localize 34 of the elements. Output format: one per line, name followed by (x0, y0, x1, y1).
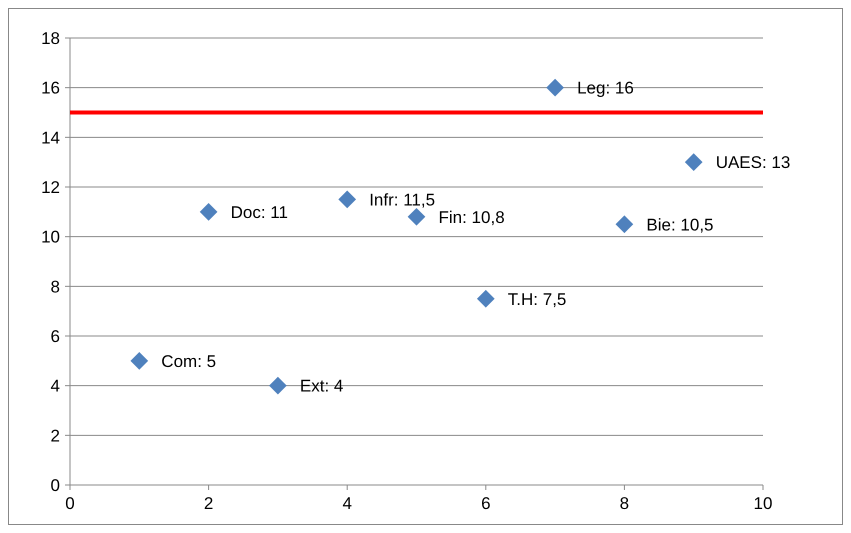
x-tick-label: 6 (481, 494, 491, 513)
point (476, 290, 495, 308)
data-label: Leg: 16 (577, 78, 634, 98)
x-tick-label: 2 (204, 494, 214, 513)
data-label: Com: 5 (161, 352, 216, 371)
x-tick-label: 0 (65, 494, 75, 513)
data-label: Doc: 11 (230, 202, 288, 222)
y-tick-label: 18 (41, 28, 60, 48)
data-label: UAES: 13 (716, 153, 790, 172)
y-tick-label: 0 (50, 476, 60, 495)
y-tick-label: 6 (50, 326, 60, 346)
point (408, 208, 426, 226)
point (684, 153, 703, 172)
x-tick-label: 8 (620, 494, 630, 513)
data-label: Fin: 10,8 (438, 208, 505, 227)
y-tick-label: 10 (41, 228, 60, 247)
y-tick-label: 12 (41, 178, 60, 197)
y-tick-label: 2 (50, 426, 60, 446)
y-tick-label: 8 (50, 277, 60, 296)
data-label: Infr: 11,5 (369, 190, 436, 210)
data-label: Bie: 10,5 (646, 215, 714, 234)
point (130, 352, 148, 370)
point (616, 215, 634, 234)
data-label: Ext: 4 (300, 376, 344, 396)
point (269, 376, 287, 395)
y-tick-label: 16 (41, 78, 60, 98)
x-tick-label: 10 (754, 494, 772, 513)
y-tick-label: 4 (50, 376, 60, 396)
y-tick-label: 14 (41, 128, 60, 148)
x-tick-label: 4 (342, 494, 352, 513)
point (338, 190, 356, 208)
data-label: T.H: 7,5 (508, 290, 566, 309)
point (546, 78, 564, 97)
point (200, 202, 218, 221)
